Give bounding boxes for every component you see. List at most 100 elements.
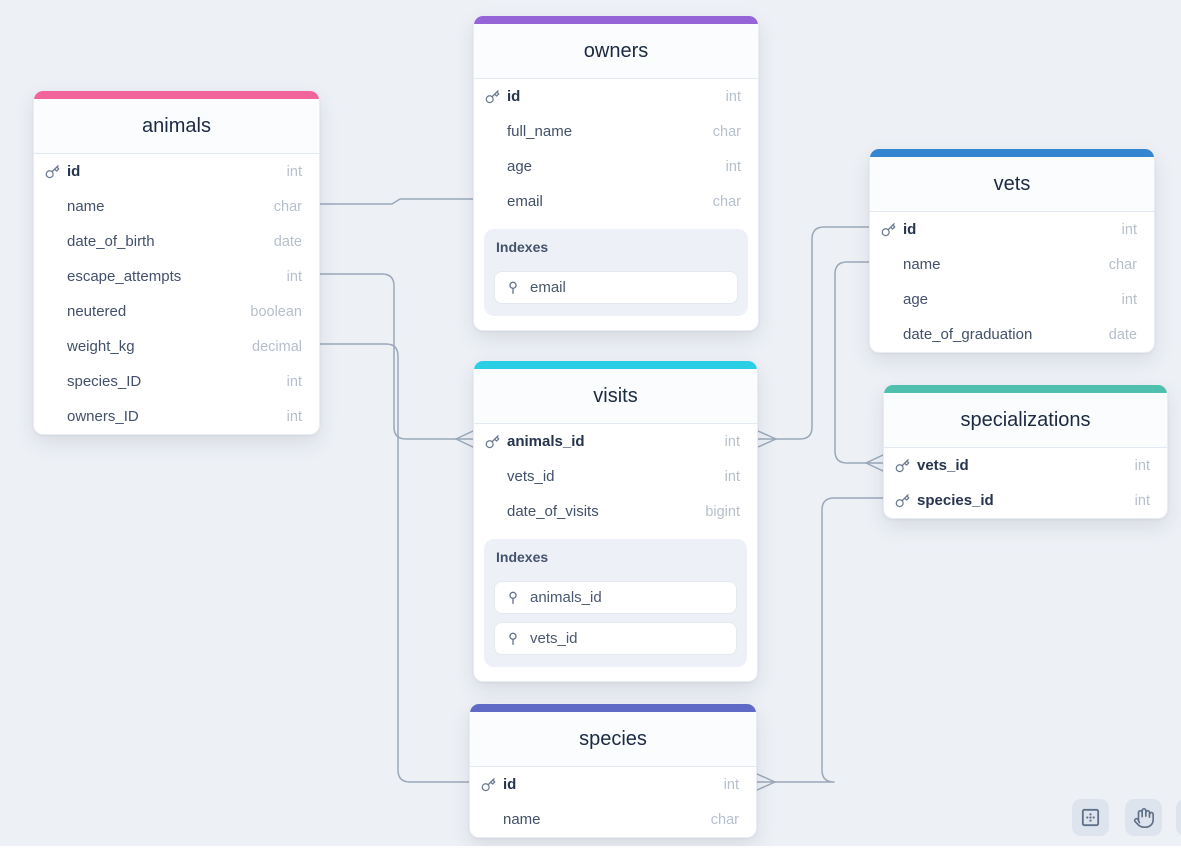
index-pill-email: email	[494, 271, 738, 304]
table-animals[interactable]: animals id int name char date_of_birth date esc…	[33, 90, 320, 435]
field-type: int	[723, 776, 739, 793]
key-icon	[881, 222, 896, 237]
field-type: int	[724, 433, 740, 450]
index-name: animals_id	[530, 589, 602, 606]
field-type: char	[1108, 256, 1137, 273]
hidden-tool-button[interactable]	[1176, 799, 1181, 836]
field-type: int	[1121, 291, 1137, 308]
field-name: name	[903, 256, 941, 273]
field-row-name: name char	[34, 189, 319, 224]
field-type: date	[273, 233, 302, 250]
table-specializations[interactable]: specializations vets_id int species_id int	[883, 384, 1168, 519]
index-name: email	[530, 279, 566, 296]
relationship-animals-visits[interactable]	[319, 273, 457, 440]
table-title: animals	[34, 99, 319, 154]
field-row-date_of_graduation: date_of_graduation date	[870, 317, 1154, 352]
field-type: char	[712, 123, 741, 140]
field-type: char	[273, 198, 302, 215]
relationship-vets-specializations[interactable]	[834, 261, 870, 464]
field-name: id	[503, 776, 517, 793]
relationship-specializations-species[interactable]	[756, 773, 776, 783]
relationship-animals-visits[interactable]	[455, 430, 474, 440]
relationship-animals-visits[interactable]	[455, 438, 474, 448]
field-name: full_name	[507, 123, 573, 140]
table-title: visits	[474, 369, 757, 424]
field-type: bigint	[705, 503, 740, 520]
table-color-bar	[470, 704, 756, 712]
field-type: int	[286, 268, 302, 285]
field-row-age: age int	[870, 282, 1154, 317]
field-row-id: id int	[34, 154, 319, 189]
key-icon	[481, 777, 496, 792]
hand-icon	[1133, 807, 1155, 829]
field-row-id: id int	[470, 767, 756, 802]
field-name: neutered	[67, 303, 127, 320]
field-row-escape_attempts: escape_attempts int	[34, 259, 319, 294]
field-type: int	[725, 158, 741, 175]
field-row-age: age int	[474, 149, 758, 184]
field-row-id: id int	[474, 79, 758, 114]
field-type: char	[712, 193, 741, 210]
relationship-visits-vets[interactable]	[775, 226, 870, 440]
field-row-date_of_visits: date_of_visits bigint	[474, 494, 757, 529]
field-row-owners_ID: owners_ID int	[34, 399, 319, 434]
indexes-section: Indexes animals_id vets_id	[484, 539, 747, 667]
key-icon	[485, 89, 500, 104]
table-color-bar	[474, 361, 757, 369]
table-title: vets	[870, 157, 1154, 212]
pan-tool-button[interactable]	[1125, 799, 1162, 836]
field-name: weight_kg	[67, 338, 135, 355]
field-type: date	[1108, 326, 1137, 343]
indexes-label: Indexes	[496, 549, 549, 565]
field-type: char	[710, 811, 739, 828]
table-owners[interactable]: owners id int full_name char age int email char I…	[473, 15, 759, 331]
field-row-vets_id: vets_id int	[884, 448, 1167, 483]
table-color-bar	[870, 149, 1154, 157]
field-name: date_of_graduation	[903, 326, 1033, 343]
field-name: date_of_visits	[507, 503, 599, 520]
field-type: decimal	[252, 338, 302, 355]
table-color-bar	[34, 91, 319, 99]
relationship-specializations-species[interactable]	[756, 781, 776, 791]
field-name: vets_id	[507, 468, 555, 485]
table-species[interactable]: species id int name char	[469, 703, 757, 838]
relationship-vets-specializations[interactable]	[865, 454, 884, 464]
fit-view-button[interactable]	[1072, 799, 1109, 836]
field-name: species_id	[917, 492, 994, 509]
index-icon	[505, 631, 521, 647]
field-row-name: name char	[470, 802, 756, 837]
field-row-weight_kg: weight_kg decimal	[34, 329, 319, 364]
field-row-species_id: species_id int	[884, 483, 1167, 518]
field-type: int	[725, 88, 741, 105]
table-color-bar	[884, 385, 1167, 393]
index-name: vets_id	[530, 630, 578, 647]
bottom-edge	[0, 846, 1181, 848]
indexes-section: Indexes email	[484, 229, 748, 316]
field-name: id	[903, 221, 917, 238]
field-row-species_ID: species_ID int	[34, 364, 319, 399]
field-row-full_name: full_name char	[474, 114, 758, 149]
key-icon	[895, 458, 910, 473]
table-title: owners	[474, 24, 758, 79]
relationship-animals-species[interactable]	[319, 343, 470, 783]
relationship-visits-vets[interactable]	[757, 438, 777, 448]
relationship-specializations-species[interactable]	[774, 497, 884, 783]
table-title: specializations	[884, 393, 1167, 448]
field-row-id: id int	[870, 212, 1154, 247]
relationship-vets-specializations[interactable]	[865, 462, 884, 472]
field-type: int	[286, 408, 302, 425]
field-name: email	[507, 193, 543, 210]
table-vets[interactable]: vets id int name char age int date_of_graduatio…	[869, 148, 1155, 353]
field-name: animals_id	[507, 433, 585, 450]
table-visits[interactable]: visits animals_id int vets_id int date_of_vis…	[473, 360, 758, 682]
relationship-animals-owners[interactable]	[319, 198, 474, 205]
field-name: escape_attempts	[67, 268, 182, 285]
table-title: species	[470, 712, 756, 767]
field-row-name: name char	[870, 247, 1154, 282]
key-icon	[895, 493, 910, 508]
relationship-visits-vets[interactable]	[757, 430, 777, 440]
field-type: int	[286, 163, 302, 180]
field-name: date_of_birth	[67, 233, 155, 250]
